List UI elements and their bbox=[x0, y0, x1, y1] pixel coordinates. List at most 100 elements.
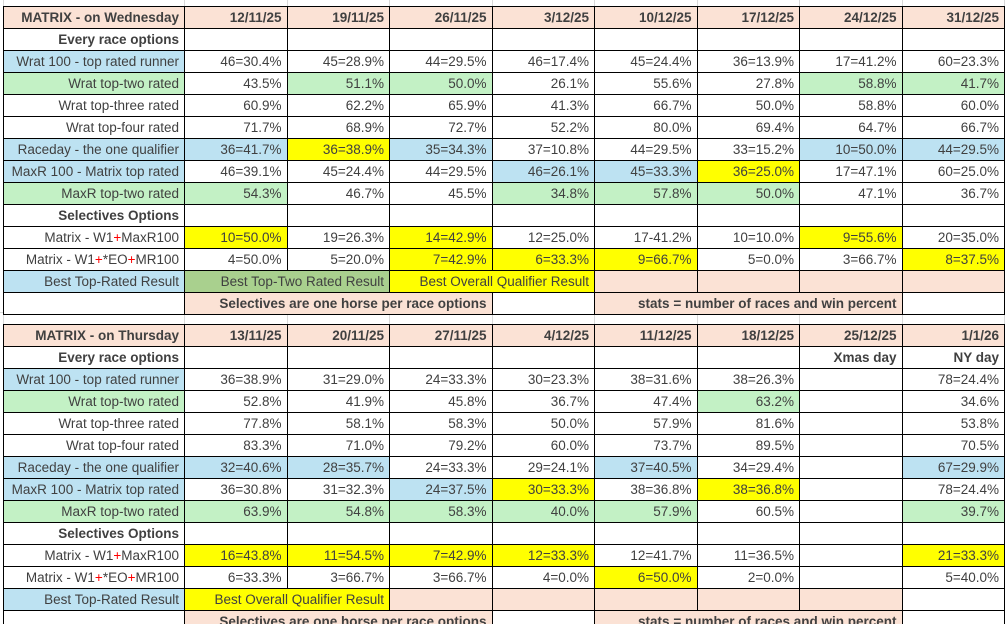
date-header[interactable]: 10/12/25 bbox=[594, 6, 698, 29]
data-cell[interactable]: 54.3% bbox=[184, 182, 288, 205]
data-cell[interactable]: 45.5% bbox=[389, 182, 493, 205]
data-cell[interactable]: 45=24.4% bbox=[594, 50, 698, 73]
data-cell[interactable]: 39.7% bbox=[901, 500, 1005, 523]
data-cell[interactable]: 60.9% bbox=[184, 94, 288, 117]
data-cell[interactable]: 29=24.1% bbox=[491, 456, 595, 479]
holiday-label[interactable]: NY day bbox=[901, 346, 1005, 369]
section-label[interactable]: Every race options bbox=[3, 28, 185, 51]
row-label[interactable]: Matrix - W1+*EO+MR100 bbox=[3, 566, 185, 589]
section-label[interactable]: Selectives Options bbox=[3, 204, 185, 227]
data-cell[interactable]: 66.7% bbox=[901, 116, 1005, 139]
data-cell[interactable]: 44=29.5% bbox=[389, 160, 493, 183]
data-cell[interactable]: 6=50.0% bbox=[594, 566, 698, 589]
data-cell[interactable]: 37=40.5% bbox=[594, 456, 698, 479]
data-cell[interactable] bbox=[799, 588, 903, 611]
data-cell[interactable] bbox=[696, 588, 800, 611]
row-label[interactable]: Raceday - the one qualifier bbox=[3, 138, 185, 161]
data-cell[interactable]: 19=26.3% bbox=[286, 226, 390, 249]
data-cell[interactable]: 34.6% bbox=[901, 390, 1005, 413]
data-cell[interactable]: 36=25.0% bbox=[696, 160, 800, 183]
data-cell[interactable]: 36=13.9% bbox=[696, 50, 800, 73]
data-cell[interactable]: 45=24.4% bbox=[286, 160, 390, 183]
data-cell[interactable]: 5=0.0% bbox=[696, 248, 800, 271]
data-cell[interactable] bbox=[491, 522, 595, 545]
data-cell[interactable]: 58.8% bbox=[799, 72, 903, 95]
data-cell[interactable]: 7=42.9% bbox=[389, 544, 493, 567]
empty-cell[interactable] bbox=[3, 292, 185, 315]
data-cell[interactable] bbox=[594, 204, 698, 227]
data-cell[interactable]: 58.1% bbox=[286, 412, 390, 435]
data-cell[interactable] bbox=[184, 28, 288, 51]
date-header[interactable]: 17/12/25 bbox=[696, 6, 800, 29]
data-cell[interactable]: 36=38.9% bbox=[184, 368, 288, 391]
data-cell[interactable] bbox=[286, 522, 390, 545]
row-label[interactable]: MaxR top-two rated bbox=[3, 500, 185, 523]
row-label[interactable]: Best Overall Qualifier Result bbox=[389, 270, 595, 293]
data-cell[interactable] bbox=[799, 522, 903, 545]
data-cell[interactable] bbox=[799, 412, 903, 435]
data-cell[interactable]: 41.7% bbox=[901, 72, 1005, 95]
data-cell[interactable] bbox=[799, 434, 903, 457]
data-cell[interactable]: 8=37.5% bbox=[901, 248, 1005, 271]
data-cell[interactable] bbox=[799, 500, 903, 523]
data-cell[interactable]: 41.3% bbox=[491, 94, 595, 117]
data-cell[interactable]: 80.0% bbox=[594, 116, 698, 139]
data-cell[interactable] bbox=[491, 588, 595, 611]
note-banner[interactable]: stats = number of races and win percent bbox=[594, 292, 903, 315]
data-cell[interactable]: 36.7% bbox=[901, 182, 1005, 205]
empty-cell[interactable] bbox=[3, 610, 185, 624]
data-cell[interactable]: 34=29.4% bbox=[696, 456, 800, 479]
data-cell[interactable]: 58.3% bbox=[389, 500, 493, 523]
data-cell[interactable]: 78=24.4% bbox=[901, 478, 1005, 501]
data-cell[interactable]: 24=37.5% bbox=[389, 478, 493, 501]
row-label[interactable]: MaxR 100 - Matrix top rated bbox=[3, 160, 185, 183]
data-cell[interactable]: 31=32.3% bbox=[286, 478, 390, 501]
data-cell[interactable]: 28=35.7% bbox=[286, 456, 390, 479]
data-cell[interactable]: 36=30.8% bbox=[184, 478, 288, 501]
data-cell[interactable]: 30=33.3% bbox=[491, 478, 595, 501]
data-cell[interactable]: 6=33.3% bbox=[184, 566, 288, 589]
row-label[interactable]: Wrat 100 - top rated runner bbox=[3, 368, 185, 391]
data-cell[interactable]: 78=24.4% bbox=[901, 368, 1005, 391]
data-cell[interactable]: 12=25.0% bbox=[491, 226, 595, 249]
data-cell[interactable]: 2=0.0% bbox=[696, 566, 800, 589]
data-cell[interactable] bbox=[696, 204, 800, 227]
data-cell[interactable]: 45=28.9% bbox=[286, 50, 390, 73]
note-banner[interactable]: Selectives are one horse per race option… bbox=[184, 610, 493, 624]
row-label[interactable]: Wrat top-two rated bbox=[3, 72, 185, 95]
date-header[interactable]: 26/11/25 bbox=[389, 6, 493, 29]
data-cell[interactable] bbox=[594, 346, 698, 369]
data-cell[interactable]: 47.1% bbox=[799, 182, 903, 205]
data-cell[interactable]: 20=35.0% bbox=[901, 226, 1005, 249]
data-cell[interactable]: 60=23.3% bbox=[901, 50, 1005, 73]
data-cell[interactable]: 30=23.3% bbox=[491, 368, 595, 391]
row-label[interactable]: Wrat top-three rated bbox=[3, 94, 185, 117]
data-cell[interactable]: 17=47.1% bbox=[799, 160, 903, 183]
data-cell[interactable]: 57.9% bbox=[594, 412, 698, 435]
data-cell[interactable]: 10=10.0% bbox=[696, 226, 800, 249]
data-cell[interactable]: 3=66.7% bbox=[286, 566, 390, 589]
data-cell[interactable] bbox=[491, 204, 595, 227]
data-cell[interactable] bbox=[799, 204, 903, 227]
data-cell[interactable] bbox=[901, 270, 1005, 293]
data-cell[interactable]: 46=39.1% bbox=[184, 160, 288, 183]
date-header[interactable]: 19/11/25 bbox=[286, 6, 390, 29]
data-cell[interactable] bbox=[901, 522, 1005, 545]
data-cell[interactable] bbox=[594, 28, 698, 51]
data-cell[interactable]: 21=33.3% bbox=[901, 544, 1005, 567]
data-cell[interactable] bbox=[389, 204, 493, 227]
data-cell[interactable]: 4=0.0% bbox=[491, 566, 595, 589]
data-cell[interactable]: 44=29.5% bbox=[389, 50, 493, 73]
data-cell[interactable]: 66.7% bbox=[594, 94, 698, 117]
data-cell[interactable]: 38=36.8% bbox=[594, 478, 698, 501]
data-cell[interactable]: 69.4% bbox=[696, 116, 800, 139]
data-cell[interactable]: 50.0% bbox=[696, 94, 800, 117]
data-cell[interactable]: 63.2% bbox=[696, 390, 800, 413]
table-title[interactable]: MATRIX - on Wednesday bbox=[3, 6, 185, 29]
data-cell[interactable]: 9=66.7% bbox=[594, 248, 698, 271]
section-label[interactable]: Selectives Options bbox=[3, 522, 185, 545]
data-cell[interactable]: 4=50.0% bbox=[184, 248, 288, 271]
data-cell[interactable] bbox=[799, 456, 903, 479]
data-cell[interactable] bbox=[696, 346, 800, 369]
data-cell[interactable]: 3=66.7% bbox=[389, 566, 493, 589]
